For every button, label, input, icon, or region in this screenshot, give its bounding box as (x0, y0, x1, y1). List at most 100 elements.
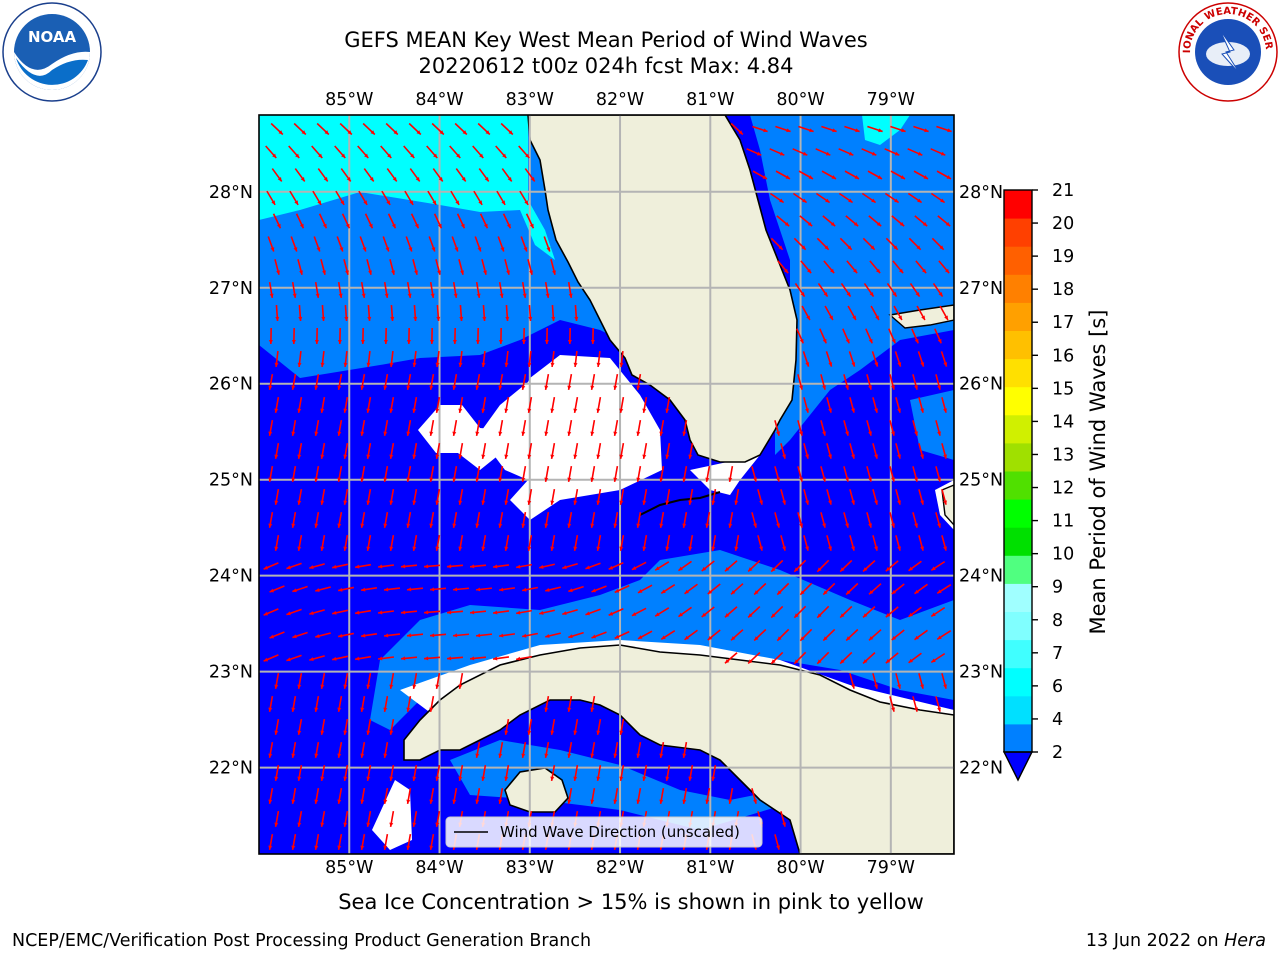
wave-direction-arrowhead (845, 477, 849, 482)
wave-direction-arrowhead (384, 633, 389, 638)
wave-direction-arrowhead (590, 707, 595, 712)
wave-direction-arrowhead (429, 799, 434, 804)
wave-direction-arrowhead (848, 198, 853, 203)
wave-direction-arrowhead (525, 153, 530, 158)
wave-direction-arrowhead (854, 175, 860, 179)
wave-direction-arrowhead (591, 634, 596, 639)
wave-direction-arrowhead (452, 385, 457, 390)
wave-direction-arrowhead (688, 776, 693, 781)
wave-direction-arrowhead (851, 408, 855, 413)
wave-direction-arrowhead (874, 362, 879, 367)
wave-direction-arrowhead (596, 362, 601, 367)
wave-direction-arrowhead (286, 565, 291, 570)
wave-direction-arrowhead (619, 408, 624, 413)
wave-direction-arrowhead (874, 408, 878, 413)
wave-direction-arrowhead (481, 546, 486, 551)
wave-direction-arrowhead (269, 634, 275, 639)
wave-direction-arrowhead (316, 247, 321, 252)
wave-direction-arrowhead (314, 753, 319, 758)
colorbar-segment (1004, 527, 1032, 556)
wave-direction-arrowhead (527, 362, 532, 367)
wave-direction-arrowhead (591, 588, 596, 593)
wave-direction-arrowhead (947, 128, 952, 133)
wave-direction-arrowhead (278, 130, 283, 135)
colorbar-tick-label: 8 (1052, 611, 1063, 631)
wave-direction-arrowhead (475, 431, 480, 436)
wave-direction-arrowhead (794, 659, 799, 664)
wave-direction-arrowhead (853, 268, 858, 274)
colorbar-tick-label: 17 (1052, 313, 1074, 333)
wave-direction-arrowhead (337, 477, 342, 482)
wave-direction-arrowhead (562, 565, 567, 570)
wave-direction-arrowhead (424, 656, 429, 661)
lat-label: 25°N (209, 471, 253, 491)
wave-band-4-6-straits (370, 550, 954, 730)
wave-direction-arrowhead (944, 315, 948, 320)
wave-direction-arrowhead (759, 500, 763, 505)
wave-direction-arrowhead (590, 799, 595, 804)
wave-direction-arrowhead (874, 454, 878, 459)
wave-direction-arrowhead (320, 454, 325, 459)
wave-direction-arrowhead (452, 431, 457, 436)
wave-direction-arrowhead (596, 730, 601, 735)
wave-direction-arrowhead (508, 130, 513, 135)
wave-direction-arrowhead (823, 292, 828, 297)
wave-direction-arrowhead (613, 799, 618, 804)
wave-direction-arrowhead (274, 454, 279, 459)
colorbar-tick-label: 21 (1052, 181, 1074, 201)
wave-direction-arrowhead (360, 477, 365, 482)
wave-direction-arrowhead (410, 153, 415, 158)
wave-direction-arrowhead (391, 223, 396, 229)
wave-direction-arrowhead (891, 523, 895, 528)
colorbar-label: Mean Period of Wind Waves [s] (1086, 310, 1110, 635)
wave-direction-arrowhead (897, 362, 902, 367)
wave-direction-arrowhead (799, 338, 804, 344)
wave-direction-arrowhead (485, 130, 490, 135)
wave-direction-arrowhead (871, 151, 877, 156)
wave-direction-arrowhead (343, 546, 348, 551)
wave-direction-arrowhead (343, 408, 348, 413)
wave-direction-arrowhead (413, 316, 418, 321)
wave-direction-arrowhead (778, 245, 783, 250)
wave-direction-arrowhead (435, 408, 440, 413)
wave-direction-arrowhead (851, 454, 855, 459)
wave-direction-arrowhead (408, 247, 413, 252)
colorbar-tick-label: 20 (1052, 214, 1074, 234)
wave-direction-arrowhead (782, 546, 786, 551)
wave-direction-arrowhead (268, 385, 273, 390)
wave-direction-arrowhead (763, 128, 768, 133)
wave-direction-arrowhead (828, 500, 832, 505)
wave-direction-arrowhead (437, 223, 442, 229)
wave-direction-arrowhead (297, 362, 302, 367)
wave-direction-arrowhead (361, 587, 366, 592)
wave-direction-arrowhead (762, 175, 768, 179)
wave-direction-arrowhead (596, 546, 601, 551)
wave-direction-arrowhead (776, 845, 780, 850)
wave-direction-arrowhead (504, 730, 509, 735)
wave-direction-arrowhead (343, 500, 348, 505)
wave-direction-arrowhead (499, 633, 504, 638)
wave-direction-arrowhead (366, 822, 371, 827)
wave-direction-arrowhead (851, 684, 855, 689)
wave-direction-arrowhead (876, 222, 882, 227)
wave-direction-arrowhead (828, 362, 833, 367)
map-area (259, 115, 954, 854)
wave-direction-arrowhead (855, 128, 860, 133)
wave-direction-arrowhead (851, 500, 855, 505)
wave-direction-arrowhead (590, 753, 595, 758)
wave-direction-arrowhead (315, 293, 320, 298)
wave-direction-arrowhead (756, 151, 762, 156)
wave-direction-arrowhead (498, 753, 503, 758)
wave-direction-arrowhead (272, 153, 277, 158)
wave-direction-arrowhead (475, 339, 480, 344)
wave-direction-arrowhead (498, 385, 503, 390)
wave-direction-arrowhead (545, 293, 550, 298)
wave-direction-arrowhead (521, 385, 526, 390)
wave-direction-arrowhead (590, 477, 595, 482)
wave-direction-arrowhead (481, 776, 486, 781)
wave-direction-arrowhead (338, 633, 343, 638)
wave-direction-arrowhead (414, 223, 419, 229)
wave-direction-arrowhead (390, 316, 395, 321)
wave-direction-arrowhead (665, 408, 670, 413)
colorbar-segment (1004, 330, 1032, 360)
